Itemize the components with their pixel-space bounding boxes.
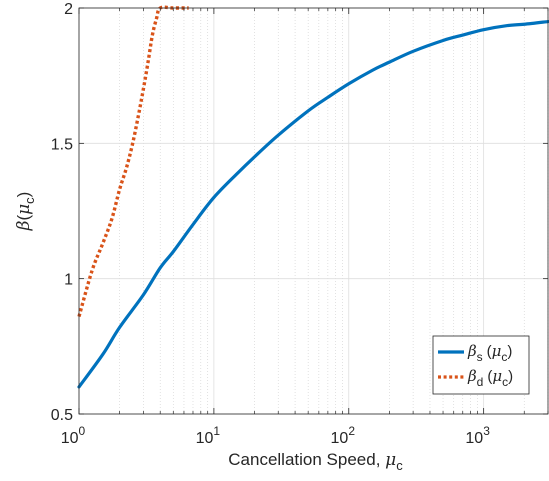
legend-beta-s-var: μ xyxy=(492,342,502,360)
x-tick-label: 103 xyxy=(465,424,490,447)
x-tick-label: 102 xyxy=(331,424,356,447)
y-axis-title-var: μ xyxy=(14,204,34,215)
x-axis-title-text: Cancellation Speed, xyxy=(228,450,385,469)
x-tick-label-base: 10 xyxy=(196,430,214,447)
legend-beta-s-close: ) xyxy=(507,343,512,360)
x-tick-labels: 100 101 102 103 xyxy=(61,424,490,447)
y-axis-title-subscript: c xyxy=(22,197,37,204)
tick-marks xyxy=(78,7,549,415)
x-axis-title-symbol: μ xyxy=(385,450,396,470)
x-tick-label: 100 xyxy=(61,424,86,447)
x-tick-label-exponent: 0 xyxy=(79,424,86,438)
legend-beta-d-symbol: β xyxy=(467,367,477,385)
series-layer xyxy=(77,5,549,389)
x-axis-title-subscript: c xyxy=(396,458,403,473)
legend-label-beta-s: βs (μc) xyxy=(467,342,512,364)
legend-beta-s-open: ( xyxy=(487,343,492,360)
legend-beta-d-open: ( xyxy=(487,368,492,385)
legend-entries: βs (μc)βd (μc) xyxy=(438,342,513,389)
legend-label-beta-d: βd (μc) xyxy=(467,367,513,389)
x-tick-label: 101 xyxy=(196,424,221,447)
y-axis-title-open: ( xyxy=(14,215,33,221)
x-tick-label-base: 10 xyxy=(61,430,79,447)
plot-frame xyxy=(78,7,549,415)
legend: βs (μc)βd (μc) xyxy=(432,335,530,395)
series-line-beta-d xyxy=(77,5,189,318)
x-axis-title: Cancellation Speed, μc xyxy=(228,450,403,473)
x-tick-label-base: 10 xyxy=(465,430,483,447)
x-tick-label-exponent: 1 xyxy=(213,424,220,438)
legend-box xyxy=(432,335,530,395)
y-tick-label: 1 xyxy=(64,272,73,289)
legend-beta-s-sub: s xyxy=(477,350,483,364)
series-line-beta-s xyxy=(77,19,549,389)
y-axis-title-close: ) xyxy=(14,192,33,198)
y-tick-label: 2 xyxy=(64,1,73,18)
y-axis-title-symbol: β xyxy=(14,220,34,231)
x-tick-label-exponent: 3 xyxy=(483,424,490,438)
legend-beta-d-close: ) xyxy=(508,368,513,385)
legend-beta-s-symbol: β xyxy=(467,342,477,360)
legend-beta-d-sub: d xyxy=(477,375,484,389)
x-tick-label-exponent: 2 xyxy=(348,424,355,438)
y-tick-label: 1.5 xyxy=(51,136,73,153)
legend-beta-d-varsub: c xyxy=(502,375,508,389)
legend-beta-d-var: μ xyxy=(492,367,502,385)
x-tick-label-base: 10 xyxy=(331,430,349,447)
y-tick-labels: 0.5 1 1.5 2 xyxy=(51,1,73,424)
y-axis-title: β(μc) xyxy=(14,192,37,232)
legend-beta-s-varsub: c xyxy=(501,350,507,364)
y-tick-label: 0.5 xyxy=(51,407,73,424)
